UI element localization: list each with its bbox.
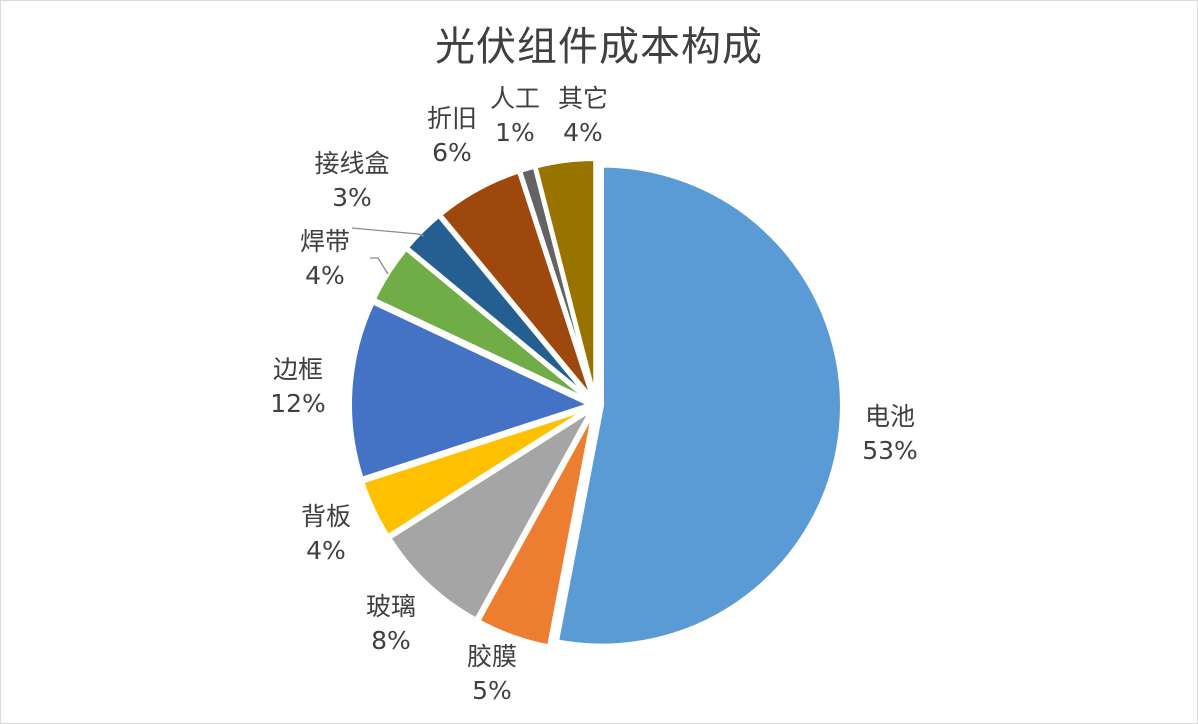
pie-slice [555,163,844,648]
slice-percent-label: 8% [371,626,411,655]
pie-slice [360,405,593,539]
slice-label: 胶膜 [467,642,517,671]
leader-line [370,257,389,275]
slice-percent-label: 1% [495,118,535,147]
slice-percent-label: 4% [305,261,345,290]
slice-label: 折旧 [427,104,477,133]
slice-label: 人工 [490,84,540,113]
slice-label: 玻璃 [366,592,416,621]
slice-percent-label: 4% [563,118,603,147]
slice-label: 边框 [273,355,323,384]
slice-percent-label: 3% [332,183,372,212]
slice-label: 接线盒 [314,149,389,178]
pie-slices [348,157,844,649]
pie-slice [533,157,598,402]
pie-slice [476,408,596,649]
slice-label: 焊带 [300,227,350,256]
chart-title: 光伏组件成本构成 [435,24,763,70]
slice-percent-label: 4% [306,536,346,565]
slice-percent-label: 53% [862,436,918,465]
leader-line [351,227,425,237]
slice-label: 背板 [301,502,351,531]
slice-label: 电池 [865,402,915,431]
pie-slice [348,300,593,481]
slice-percent-label: 12% [270,389,326,418]
pie-slice [387,407,594,622]
slice-label: 其它 [558,84,608,113]
slice-percent-label: 6% [432,138,472,167]
slice-percent-label: 5% [472,676,512,705]
